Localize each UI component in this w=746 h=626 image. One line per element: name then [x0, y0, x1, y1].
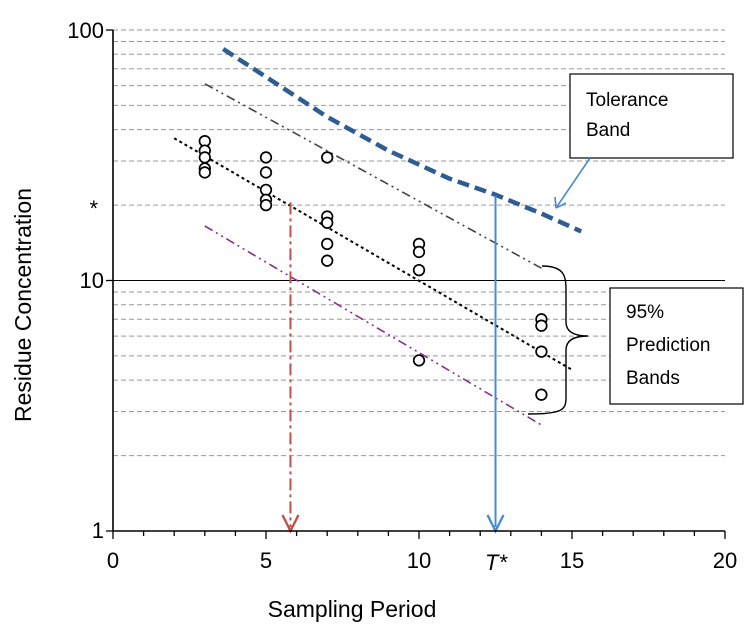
data-point	[321, 216, 334, 229]
data-point	[259, 183, 273, 197]
data-point	[412, 354, 426, 367]
line-lower-prediction	[204, 225, 542, 426]
prediction-callout-line-2: Prediction	[626, 335, 711, 356]
prediction-callout-box	[609, 287, 744, 405]
y-marker-star: *	[89, 196, 98, 221]
y-tick-label-100: 100	[67, 18, 104, 43]
prediction-bands-callout: 95% Prediction Bands	[527, 265, 744, 415]
guide-arrowhead-0	[281, 514, 300, 534]
tolerance-callout-arrowhead	[554, 196, 567, 209]
x-tick-label-10: 10	[407, 548, 431, 573]
x-tick-label-5: 5	[260, 548, 272, 573]
tolerance-band-callout: Tolerance Band	[554, 73, 734, 209]
data-point	[259, 166, 273, 179]
data-point	[412, 263, 426, 277]
prediction-callout-line-3: Bands	[626, 368, 680, 389]
tolerance-callout-box	[569, 73, 734, 159]
x-tick-label-20: 20	[713, 548, 737, 573]
x-marker-tstar: T*	[485, 550, 508, 575]
data-point	[198, 151, 211, 164]
line-tolerance	[221, 47, 583, 234]
x-tick-label-0: 0	[107, 548, 119, 573]
y-tick-label-10: 10	[80, 268, 104, 293]
axis-ticks	[106, 29, 726, 539]
y-tick-label-1: 1	[92, 518, 104, 543]
data-point	[535, 388, 548, 401]
tolerance-callout-leader	[555, 157, 591, 209]
data-points	[198, 134, 548, 401]
x-axis-title: Sampling Period	[268, 596, 437, 622]
data-point	[259, 151, 273, 164]
line-upper-prediction	[204, 83, 542, 269]
x-tick-label-15: 15	[560, 548, 584, 573]
data-point	[321, 151, 334, 164]
prediction-callout-line-1: 95%	[626, 302, 664, 323]
prediction-brace	[527, 265, 589, 415]
data-point	[535, 345, 548, 358]
guide-arrows	[281, 195, 505, 534]
data-point	[321, 254, 334, 267]
data-point	[321, 237, 334, 251]
line-regression	[173, 137, 573, 371]
data-point	[259, 198, 273, 212]
data-point	[198, 166, 211, 179]
data-point	[535, 319, 548, 332]
data-point	[412, 245, 426, 259]
tolerance-callout-line-2: Band	[586, 120, 630, 141]
tolerance-callout-line-1: Tolerance	[586, 90, 668, 111]
series-lines	[173, 47, 583, 426]
y-axis-title: Residue Concentration	[10, 188, 36, 422]
